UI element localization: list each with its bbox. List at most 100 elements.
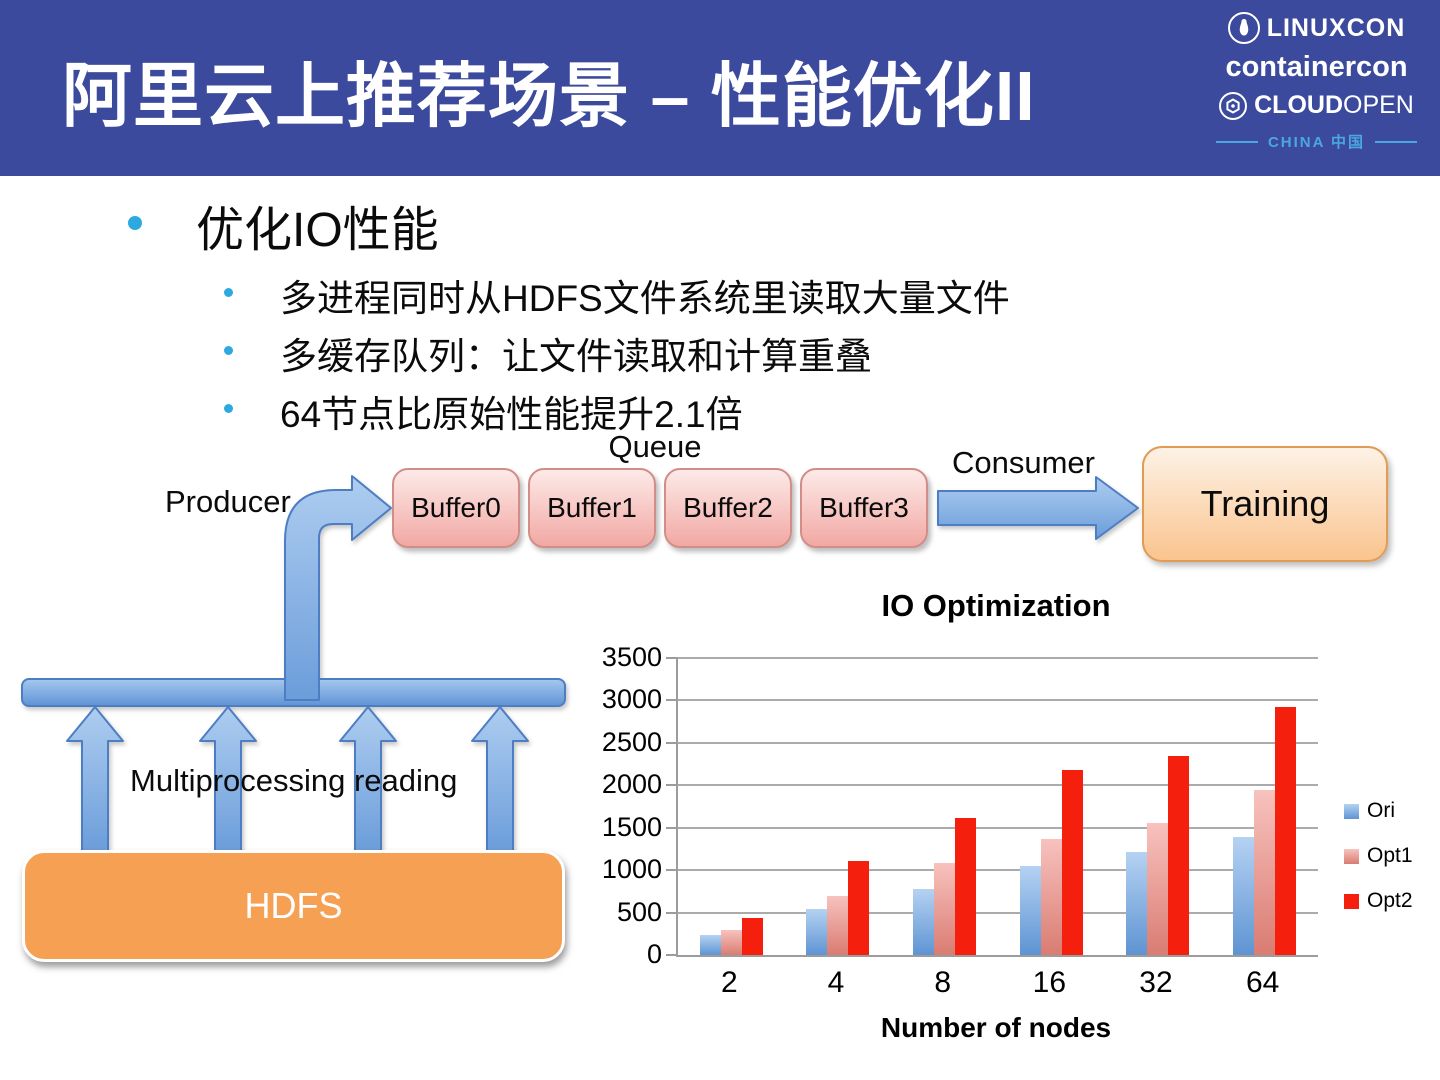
bar-opt1-16	[1040, 838, 1062, 955]
bullet-dot	[128, 216, 142, 230]
bar-ori-8	[913, 888, 935, 955]
bar-opt2-2	[741, 917, 763, 955]
y-tick-mark	[666, 911, 678, 914]
y-tick-mark	[666, 869, 678, 872]
producer-label: Producer	[165, 484, 291, 519]
legend-item-ori: Ori	[1344, 799, 1413, 823]
gridline	[678, 911, 1318, 914]
bullet-sub-2: 多缓存队列：让文件读取和计算重叠	[280, 336, 872, 377]
page-title: 阿里云上推荐场景 – 性能优化II	[62, 57, 1036, 135]
producer-elbow-arrow	[284, 475, 392, 701]
bullet-sub-1: 多进程同时从HDFS文件系统里读取大量文件	[280, 278, 1010, 319]
conference-logos: LINUXCON containercon CLOUDOPEN CHINA 中国	[1215, 12, 1418, 152]
bar-ori-16	[1019, 865, 1041, 955]
hexagon-icon	[1219, 91, 1248, 120]
bullet-dot	[224, 288, 233, 297]
legend-item-opt2: Opt2	[1344, 889, 1413, 913]
gridline	[678, 826, 1318, 829]
y-tick-label: 2500	[601, 726, 662, 757]
chart-plot	[666, 657, 1318, 957]
header-bar: 阿里云上推荐场景 – 性能优化II LINUXCON containercon …	[0, 0, 1440, 176]
legend-label-ori: Ori	[1367, 799, 1395, 822]
gridline	[678, 869, 1318, 872]
bar-opt1-8	[934, 862, 956, 955]
penguin-icon	[1227, 12, 1260, 44]
consumer-arrow	[937, 476, 1139, 540]
chart-legend: Ori Opt1 Opt2	[1344, 799, 1413, 934]
cloudopen-logo: CLOUDOPEN	[1219, 91, 1414, 120]
chart-title: IO Optimization	[881, 588, 1111, 623]
bar-ori-32	[1126, 852, 1148, 955]
china-label: CHINA 中国	[1267, 134, 1366, 151]
x-axis-labels: 2 4 8 16 32 64	[676, 966, 1316, 1006]
up-arrow	[66, 706, 124, 853]
bar-opt2-32	[1168, 755, 1190, 955]
bullet-main: 优化IO性能	[196, 204, 439, 257]
linuxcon-logo: LINUXCON	[1227, 12, 1406, 44]
bullet-dot	[224, 404, 233, 413]
legend-item-opt1: Opt1	[1344, 844, 1413, 868]
bar-opt1-32	[1147, 822, 1169, 955]
y-tick-mark	[666, 954, 678, 956]
x-tick-label: 8	[934, 966, 951, 999]
bar-opt2-64	[1275, 707, 1297, 955]
y-tick-label: 0	[646, 939, 662, 969]
buffer3-box: Buffer3	[800, 468, 928, 548]
y-tick-label: 2000	[601, 769, 662, 800]
collector-bar	[21, 678, 566, 707]
divider-line	[1375, 140, 1418, 143]
y-tick-mark	[666, 784, 678, 787]
bar-group-16	[998, 658, 1105, 955]
bullet-dot	[224, 346, 233, 355]
x-tick-label: 16	[1032, 966, 1067, 999]
y-tick-mark	[666, 741, 678, 744]
containercon-logo: containercon	[1225, 51, 1407, 84]
containercon-wordmark: containercon	[1225, 51, 1408, 83]
y-axis-labels: 0 500 1000 1500 2000 2500 3000 3500	[578, 642, 662, 969]
legend-label-opt1: Opt1	[1367, 844, 1413, 867]
cloud-wordmark: CLOUD	[1254, 91, 1344, 119]
legend-swatch-ori	[1344, 803, 1359, 819]
gridline	[678, 657, 1318, 659]
y-tick-label: 500	[616, 896, 662, 927]
y-tick-label: 3500	[601, 642, 662, 672]
y-tick-mark	[666, 826, 678, 829]
bar-opt1-64	[1254, 789, 1276, 955]
bullet-sub-3: 64节点比原始性能提升2.1倍	[280, 394, 743, 435]
bar-group-2	[678, 658, 785, 955]
x-tick-label: 2	[720, 966, 738, 999]
up-arrow	[471, 706, 529, 853]
queue-label: Queue	[608, 429, 702, 464]
bar-opt1-4	[827, 896, 849, 955]
buffer2-box: Buffer2	[664, 468, 792, 548]
bar-opt2-8	[955, 817, 977, 955]
legend-label-opt2: Opt2	[1367, 889, 1413, 912]
gridline	[678, 699, 1318, 702]
bar-opt2-16	[1061, 770, 1083, 955]
chart-x-axis-title: Number of nodes	[880, 1012, 1112, 1043]
training-box: Training	[1142, 446, 1388, 562]
bar-ori-64	[1233, 837, 1255, 955]
legend-swatch-opt1	[1344, 848, 1359, 864]
y-tick-mark	[666, 699, 678, 702]
x-tick-label: 32	[1139, 966, 1173, 999]
x-tick-label: 64	[1245, 966, 1280, 999]
bar-ori-2	[699, 935, 721, 955]
bar-group-4	[785, 658, 892, 955]
x-tick-label: 4	[827, 966, 845, 999]
consumer-label: Consumer	[952, 445, 1095, 480]
bar-group-64	[1211, 658, 1318, 955]
bar-opt2-4	[848, 860, 870, 955]
y-tick-label: 1500	[601, 811, 662, 842]
gridline	[678, 784, 1318, 787]
china-tagline: CHINA 中国	[1215, 131, 1418, 152]
buffer1-box: Buffer1	[528, 468, 656, 548]
bar-group-32	[1105, 658, 1212, 955]
buffer0-box: Buffer0	[392, 468, 520, 548]
legend-swatch-opt2	[1344, 893, 1359, 909]
y-tick-mark	[666, 657, 678, 659]
y-tick-label: 3000	[601, 684, 662, 715]
y-tick-label: 1000	[601, 854, 662, 885]
open-wordmark: OPEN	[1343, 91, 1414, 119]
